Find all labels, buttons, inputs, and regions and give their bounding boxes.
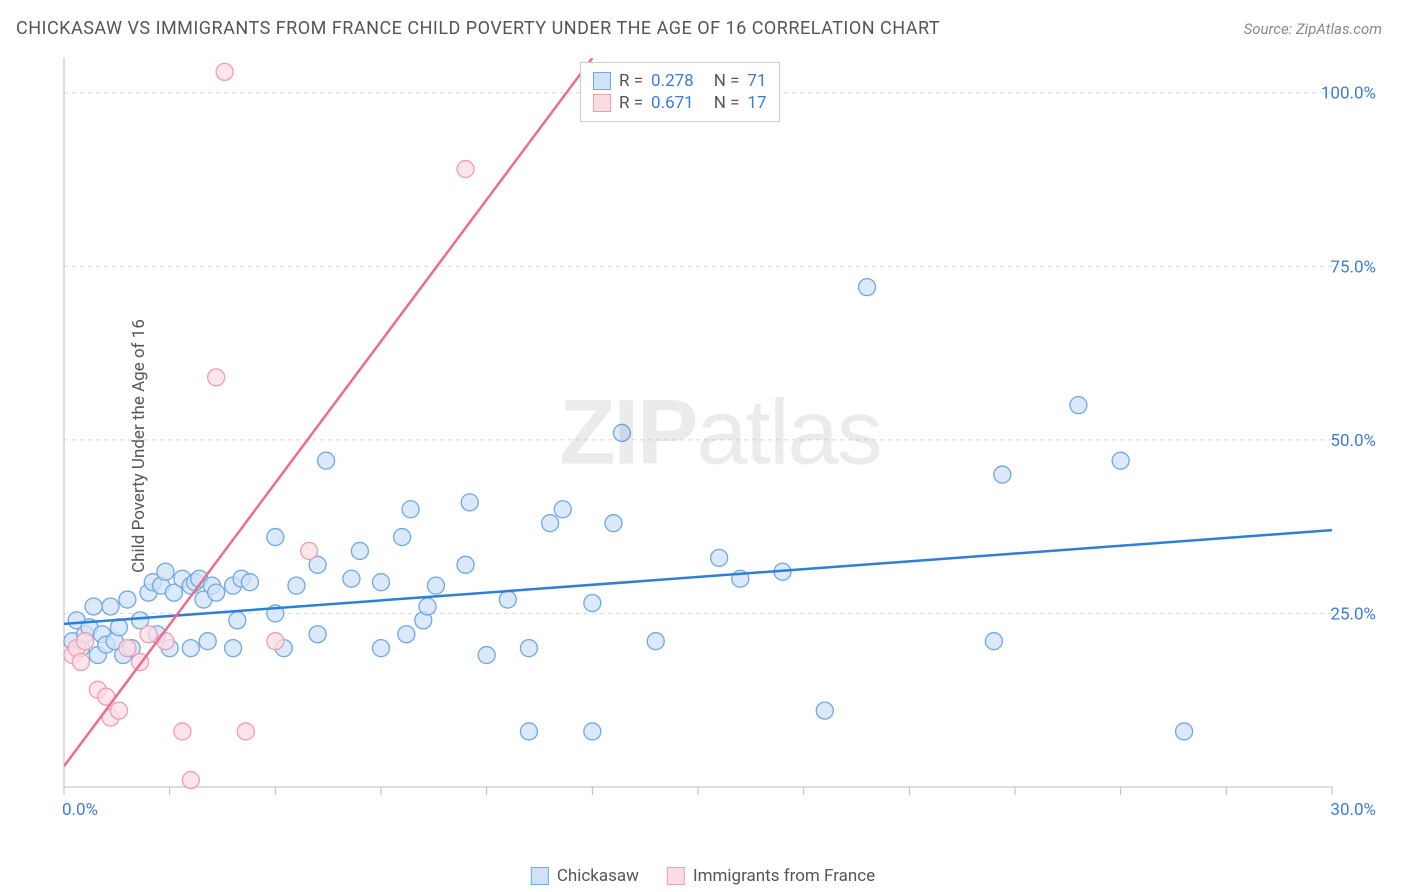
scatter-chart: 25.0%50.0%75.0%100.0%0.0%30.0% ZIPatlas … [60,50,1380,825]
svg-text:0.0%: 0.0% [62,800,98,820]
legend-item: Chickasaw [531,866,639,886]
series-swatch [531,867,549,885]
stats-row: R = 0.278N = 71 [593,71,767,91]
legend-item: Immigrants from France [667,866,875,886]
series-swatch [667,867,685,885]
svg-text:30.0%: 30.0% [1330,800,1376,820]
svg-text:100.0%: 100.0% [1321,84,1376,104]
chart-title: CHICKASAW VS IMMIGRANTS FROM FRANCE CHIL… [16,18,940,39]
svg-text:25.0%: 25.0% [1330,604,1376,624]
legend-label: Immigrants from France [693,866,875,886]
source-attribution: Source: ZipAtlas.com [1244,20,1382,38]
svg-text:50.0%: 50.0% [1330,431,1376,451]
svg-text:75.0%: 75.0% [1330,257,1376,277]
series-swatch [593,72,611,90]
correlation-stats-box: R = 0.278N = 71R = 0.671N = 17 [580,62,780,122]
stats-row: R = 0.671N = 17 [593,93,767,113]
legend: Chickasaw Immigrants from France [531,866,875,886]
series-swatch [593,94,611,112]
legend-label: Chickasaw [557,866,639,886]
plot-svg: 25.0% 50.0% 75.0% 100.0% 0.0% 30.0% [60,50,1380,825]
